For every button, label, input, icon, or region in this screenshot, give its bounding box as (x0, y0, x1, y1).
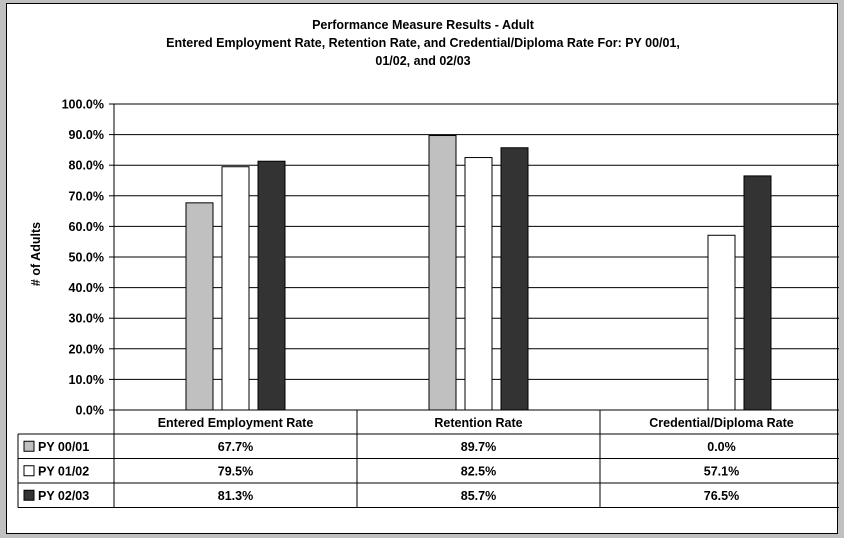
bar-3-1 (257, 160, 286, 411)
chart-title-line-2: Entered Employment Rate, Retention Rate,… (166, 36, 680, 50)
y-tick-label: 20.0% (69, 342, 104, 356)
data-label: 57.1% (704, 464, 739, 478)
bar-chart: 0.0% 10.0% 20.0% 30.0% 40.0% 50.0% 60.0% 70.0% 8… (17, 98, 839, 508)
bar-1-2 (428, 135, 457, 411)
legend-swatch (23, 489, 35, 501)
y-tick-label: 60.0% (69, 220, 104, 234)
legend-swatch (23, 465, 35, 477)
bar-2-2 (464, 157, 493, 411)
y-tick-label: 80.0% (69, 159, 104, 173)
y-tick-label: 0.0% (76, 404, 105, 418)
y-tick-label: 70.0% (69, 189, 104, 203)
y-tick-label: 40.0% (69, 281, 104, 295)
category-label: Entered Employment Rate (158, 416, 314, 430)
data-label: 89.7% (461, 440, 496, 454)
y-tick-label: 30.0% (69, 312, 104, 326)
data-label: 85.7% (461, 489, 496, 503)
bar-3-3 (743, 175, 772, 411)
bar-1-1 (185, 202, 214, 411)
data-label: 79.5% (218, 464, 253, 478)
chart-area: Performance Measure Results - Adult Ente… (6, 3, 839, 534)
y-axis-label: # of Adults (29, 222, 43, 286)
chart-title-line-1: Performance Measure Results - Adult (312, 18, 534, 32)
data-label: 82.5% (461, 464, 496, 478)
legend-series-name: PY 01/02 (38, 464, 89, 478)
y-tick-label: 10.0% (69, 373, 104, 387)
bar-3-2 (500, 147, 529, 411)
data-label: 81.3% (218, 489, 253, 503)
legend-swatch (23, 440, 35, 452)
chart-title-line-3: 01/02, and 02/03 (375, 54, 471, 68)
y-tick-label: 90.0% (69, 128, 104, 142)
data-label: 0.0% (707, 440, 736, 454)
category-label: Credential/Diploma Rate (649, 416, 794, 430)
bar-2-3 (707, 234, 736, 411)
y-tick-label: 50.0% (69, 251, 104, 265)
category-label: Retention Rate (434, 416, 522, 430)
legend-series-name: PY 02/03 (38, 489, 89, 503)
bar-2-1 (221, 166, 250, 411)
legend-series-name: PY 00/01 (38, 440, 89, 454)
y-tick-label: 100.0% (62, 98, 104, 112)
data-label: 67.7% (218, 440, 253, 454)
data-label: 76.5% (704, 489, 739, 503)
